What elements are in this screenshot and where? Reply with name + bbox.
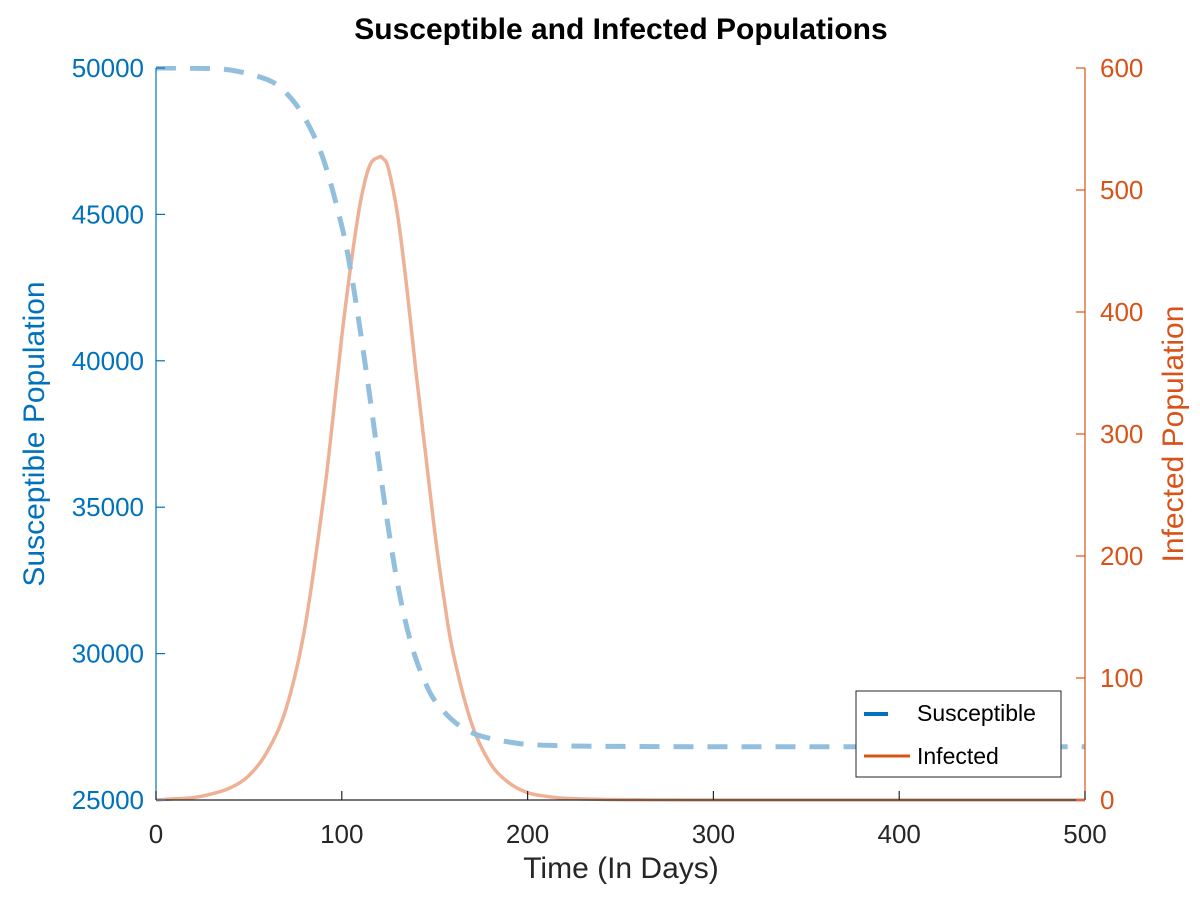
plot-area [156,66,1085,802]
left-y-tick-label: 25000 [72,785,144,815]
series-line-infected [156,154,1085,802]
left-y-tick-label: 40000 [72,346,144,376]
left-y-axis-label: Susceptible Population [18,281,51,586]
left-y-tick-label: 35000 [72,492,144,522]
right-y-tick-label: 0 [1100,785,1114,815]
legend-box [855,690,1062,778]
x-axis-label: Time (In Days) [523,852,719,885]
left-y-tick-label: 30000 [72,639,144,669]
x-tick-label: 500 [1063,819,1106,849]
right-y-axis-label: Infected Population [1157,306,1190,563]
legend-infected-label: Infected [917,743,999,769]
axes: 0 100 200 300 400 500 25000 30000 35000 40000 4500… [72,53,1144,849]
x-tick-label: 200 [506,819,549,849]
x-tick-label: 300 [692,819,735,849]
legend: Susceptible Infected [855,690,1062,778]
left-y-tick-label: 50000 [72,53,144,83]
series-line-susceptible [156,66,1085,750]
x-tick-label: 0 [149,819,163,849]
x-tick-label: 400 [878,819,921,849]
right-y-tick-label: 400 [1100,297,1143,327]
chart-title: Susceptible and Infected Populations [354,13,887,46]
right-y-tick-label: 600 [1100,53,1143,83]
right-y-tick-label: 500 [1100,175,1143,205]
right-y-tick-label: 100 [1100,663,1143,693]
right-y-tick-label: 300 [1100,419,1143,449]
left-y-tick-label: 45000 [72,199,144,229]
x-tick-label: 100 [320,819,363,849]
legend-susceptible-label: Susceptible [917,700,1036,726]
right-y-tick-label: 200 [1100,541,1143,571]
